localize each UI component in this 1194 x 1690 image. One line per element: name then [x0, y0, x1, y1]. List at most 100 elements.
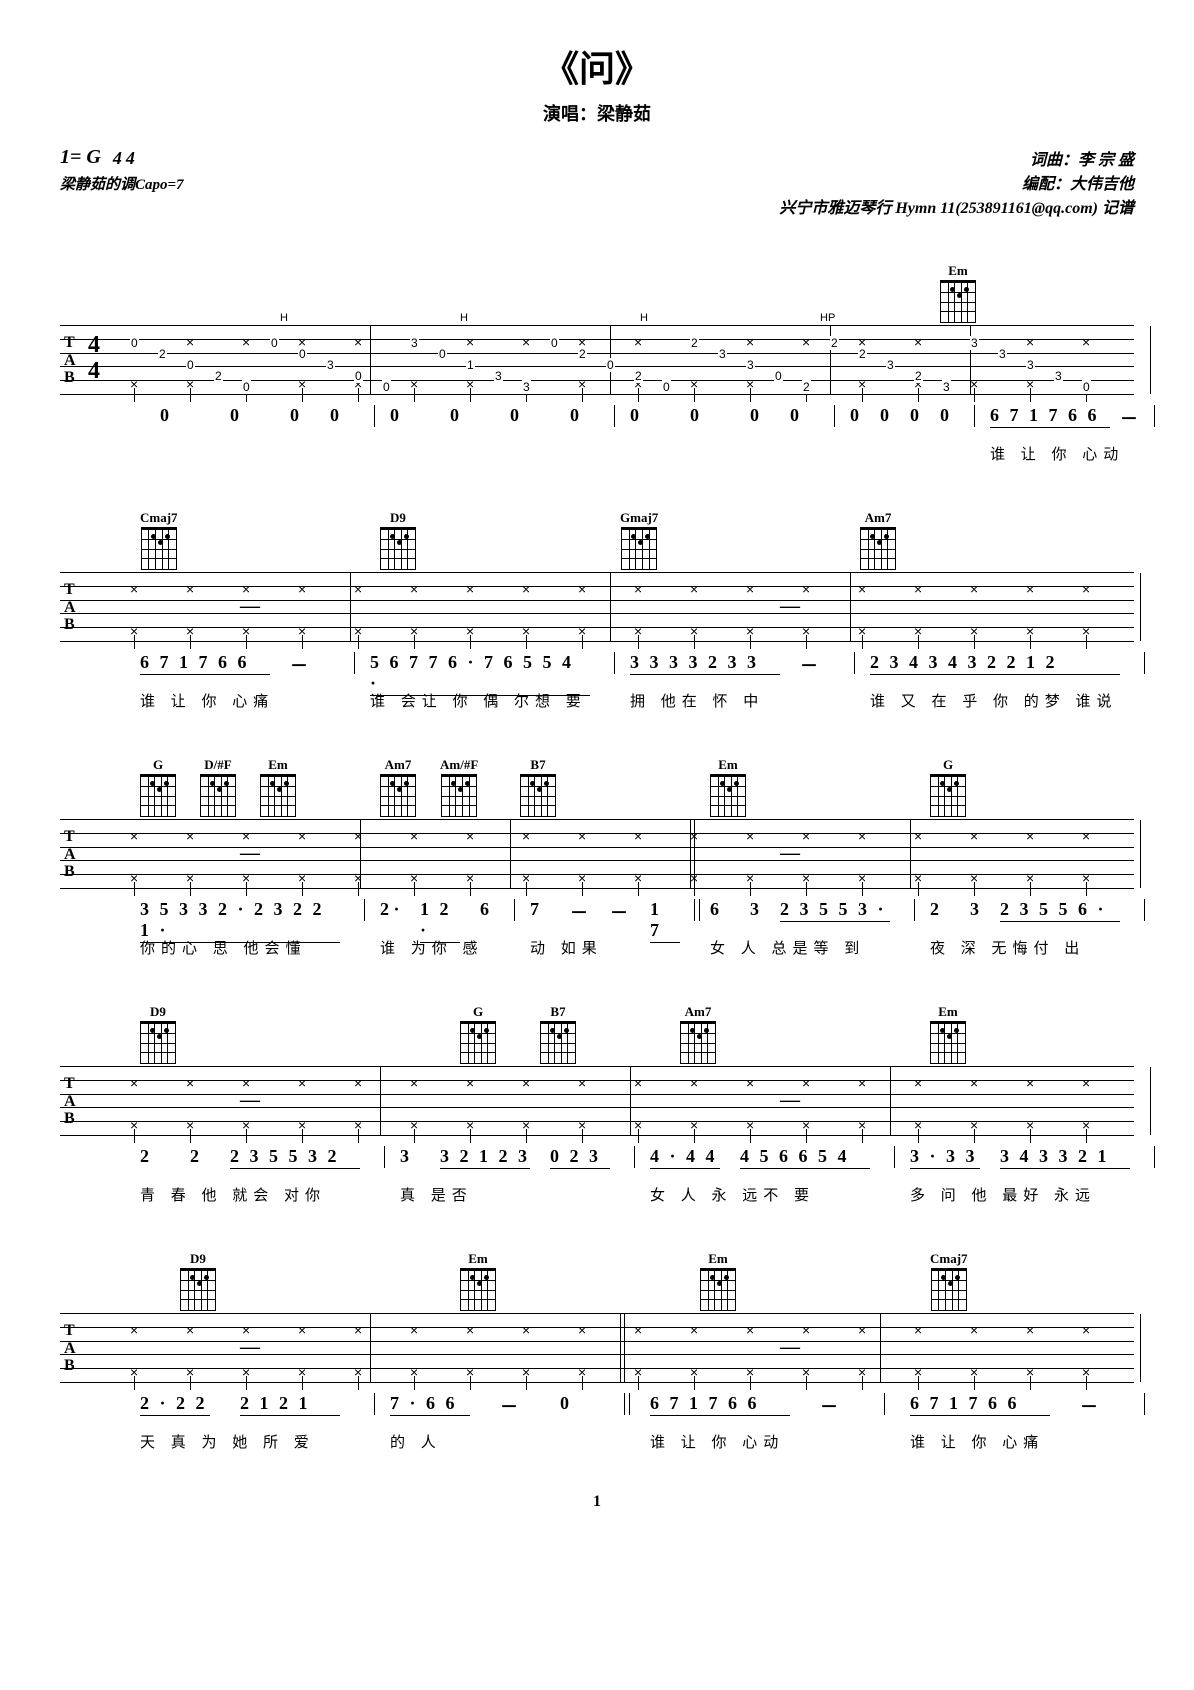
chord-name: Em [710, 757, 746, 773]
lyric-text: 的 人 [390, 1431, 442, 1452]
rest-dash: — [240, 595, 260, 618]
strum-mark: × [130, 1075, 138, 1091]
chord-diagram: Em [460, 1251, 496, 1311]
jianpu-barline [914, 899, 915, 921]
jianpu-note: 2 [930, 899, 939, 920]
strum-mark: × [746, 828, 754, 844]
score-header: 《问》 演唱：梁静茹 [60, 40, 1134, 126]
chord-name: Em [700, 1251, 736, 1267]
tab-clef: TAB [64, 1075, 76, 1128]
stem [414, 388, 415, 402]
stem [526, 1376, 527, 1390]
chord-grid [700, 1269, 736, 1311]
strum-mark: × [1082, 1322, 1090, 1338]
strum-mark: × [578, 828, 586, 844]
tab-fret: 0 [662, 380, 671, 394]
jianpu-note: 3 [970, 899, 979, 920]
time-num: 4 [113, 148, 122, 168]
tab-fret: 2 [830, 336, 839, 350]
stem [1030, 388, 1031, 402]
lyric-text: 谁 让 你 心痛 [140, 690, 274, 711]
stem [358, 1376, 359, 1390]
stem [414, 882, 415, 896]
barline [1150, 326, 1151, 394]
lyric-text: 你的心 思 他会懂 [140, 937, 307, 958]
chord-name: Gmaj7 [620, 510, 658, 526]
barline [380, 1067, 381, 1135]
tab-fret: 2 [214, 369, 223, 383]
chord-diagram: B7 [520, 757, 556, 817]
stem [694, 388, 695, 402]
chord-diagram: Em [940, 263, 976, 323]
chord-grid [940, 281, 976, 323]
capo-note: 梁静茹的调Capo=7 [60, 173, 184, 194]
stem [806, 1376, 807, 1390]
meta-row: 1= G 4 4 梁静茹的调Capo=7 词曲：李 宗 盛 编配：大伟吉他 兴宁… [60, 146, 1134, 218]
strum-mark: × [970, 581, 978, 597]
jianpu-note: 0 [690, 405, 699, 426]
chord-name: G [140, 757, 176, 773]
stem [918, 1129, 919, 1143]
jianpu-note: － [290, 652, 308, 678]
jianpu-note: 0 [570, 405, 579, 426]
stem [414, 635, 415, 649]
tab-fret: 3 [718, 347, 727, 361]
strum-mark: × [970, 1322, 978, 1338]
stem [918, 635, 919, 649]
chord-name: Am7 [680, 1004, 716, 1020]
jianpu-barline [884, 1393, 885, 1415]
stem [470, 1129, 471, 1143]
strum-mark: × [242, 334, 250, 350]
jianpu-note: － [500, 1393, 518, 1419]
jianpu-row: 6 7 1 7 6 6－5 6 7 7 6 · 7 6 5 5 4 ·3 3 3… [60, 652, 1134, 682]
chord-diagram: D9 [380, 510, 416, 570]
chord-name: Em [460, 1251, 496, 1267]
chord-row: D9EmEmCmaj7 [60, 1251, 1134, 1311]
stem [974, 882, 975, 896]
lyric-text: 夜 深 无悔付 出 [930, 937, 1085, 958]
jianpu-group: 6 7 1 7 6 6 [140, 652, 270, 675]
strum-mark: × [130, 828, 138, 844]
barline [630, 1067, 631, 1135]
tab-fret: 1 [466, 358, 475, 372]
stem [750, 1376, 751, 1390]
barline [370, 1314, 371, 1382]
tab-fret: 0 [382, 380, 391, 394]
jianpu-group: 0 2 3 [550, 1146, 610, 1169]
chord-name: Cmaj7 [930, 1251, 968, 1267]
jianpu-note: 0 [290, 405, 299, 426]
systems-container: EmTAB44×××××××××××××××××××××××××××××××××… [60, 263, 1134, 1453]
stem [694, 1376, 695, 1390]
barline [620, 1314, 621, 1382]
lyrics-row: 谁 让 你 心动 [60, 443, 1134, 465]
jianpu-barline [1144, 652, 1145, 674]
strum-mark: × [410, 1322, 418, 1338]
tab-fret: 3 [970, 336, 979, 350]
jianpu-note: 0 [630, 405, 639, 426]
strum-mark: × [858, 1075, 866, 1091]
lyric-text: 谁 让 你 心动 [990, 443, 1124, 464]
tab-fret: 0 [270, 336, 279, 350]
strum-mark: × [802, 1075, 810, 1091]
chord-diagram: Am7 [680, 1004, 716, 1064]
tab-fret: 0 [242, 380, 251, 394]
strum-mark: × [1082, 828, 1090, 844]
stem [134, 1129, 135, 1143]
strum-mark: × [746, 1075, 754, 1091]
tab-fret: 0 [774, 369, 783, 383]
chord-grid [931, 1269, 967, 1311]
jianpu-row: 00000000000000006 7 1 7 6 6－ [60, 405, 1134, 435]
chord-grid [180, 1269, 216, 1311]
page-number: 1 [60, 1493, 1134, 1511]
jianpu-group: 2 3 5 5 3 2 [230, 1146, 360, 1169]
stem [190, 882, 191, 896]
stem [190, 635, 191, 649]
jianpu-barline [374, 1393, 375, 1415]
rest-dash: — [240, 1089, 260, 1112]
strum-mark: × [634, 1322, 642, 1338]
stem [134, 882, 135, 896]
stem [806, 1129, 807, 1143]
jianpu-group: 3 3 3 3 2 3 3 [630, 652, 780, 675]
tab-fret: 3 [1054, 369, 1063, 383]
stem [246, 1129, 247, 1143]
